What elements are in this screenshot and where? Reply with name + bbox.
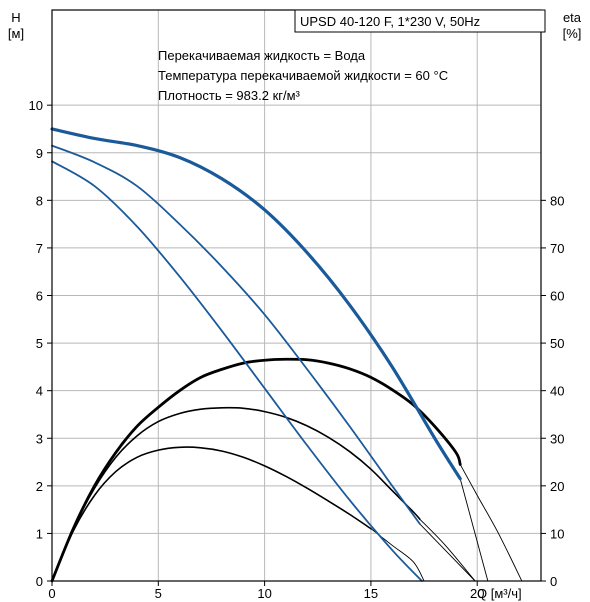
annotation-liquid: Перекачиваемая жидкость = Вода — [158, 48, 366, 63]
y-left-tick-label: 4 — [36, 384, 43, 399]
head-curve — [50, 127, 462, 481]
x-axis-label: Q [м³/ч] — [477, 586, 522, 601]
x-tick-label: 0 — [48, 586, 55, 601]
y-left-tick-label: 6 — [36, 289, 43, 304]
y-left-tick-label: 10 — [29, 98, 43, 113]
efficiency-curve — [51, 406, 421, 582]
y-right-tick-label: 0 — [550, 574, 557, 589]
efficiency-curve — [50, 357, 462, 583]
chart-title-box — [294, 9, 546, 33]
y-right-tick-label: 10 — [550, 526, 564, 541]
y-left-tick-label: 8 — [36, 193, 43, 208]
x-tick-label: 15 — [364, 586, 378, 601]
y-left-tick-label: 3 — [36, 431, 43, 446]
efficiency-curve-extension — [459, 463, 523, 582]
y-left-label-symbol: H — [11, 10, 20, 25]
y-left-label-unit: [м] — [8, 26, 24, 41]
y-left-tick-label: 0 — [36, 574, 43, 589]
annotation-temperature: Температура перекачиваемой жидкости = 60… — [158, 68, 448, 83]
y-left-tick-label: 5 — [36, 336, 43, 351]
efficiency-curve-extension — [419, 518, 476, 582]
y-left-tick-label: 9 — [36, 146, 43, 161]
x-tick-label: 10 — [257, 586, 271, 601]
head-curve — [51, 160, 423, 582]
y-left-tick-label: 1 — [36, 526, 43, 541]
y-right-label-symbol: eta — [563, 10, 582, 25]
efficiency-curve — [51, 446, 372, 582]
annotation-density: Плотность = 983.2 кг/м³ — [158, 88, 301, 103]
y-right-tick-label: 40 — [550, 384, 564, 399]
y-left-tick-label: 2 — [36, 479, 43, 494]
curve-layer — [50, 127, 523, 583]
x-tick-label: 20 — [470, 586, 484, 601]
grid-layer — [52, 10, 541, 581]
chart-title: UPSD 40-120 F, 1*230 V, 50Hz — [300, 14, 480, 29]
x-tick-label: 5 — [155, 586, 162, 601]
head-curve — [51, 144, 421, 525]
y-right-tick-label: 30 — [550, 431, 564, 446]
head-curve-extension — [459, 478, 489, 582]
y-right-label-unit: [%] — [563, 26, 582, 41]
y-right-tick-label: 70 — [550, 241, 564, 256]
y-right-tick-label: 60 — [550, 289, 564, 304]
y-right-tick-label: 20 — [550, 479, 564, 494]
y-right-tick-label: 50 — [550, 336, 564, 351]
y-right-tick-label: 80 — [550, 193, 564, 208]
y-left-tick-label: 7 — [36, 241, 43, 256]
